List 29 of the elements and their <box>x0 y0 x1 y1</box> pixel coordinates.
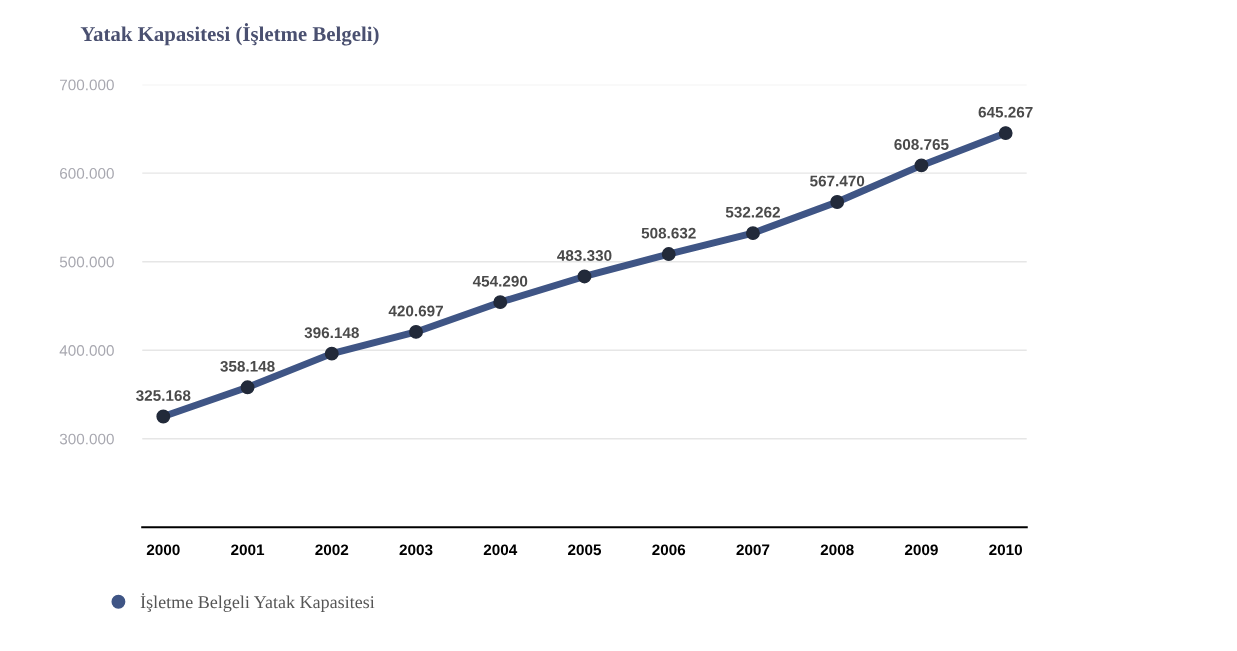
data-label: 358.148 <box>220 360 275 372</box>
y-tick-label: 400.000 <box>59 345 114 356</box>
x-tick-label: 2000 <box>146 544 180 556</box>
data-label: 396.148 <box>304 327 359 339</box>
chart-title: Yatak Kapasitesi (İşletme Belgeli) <box>80 23 379 46</box>
data-label: 483.330 <box>557 250 612 261</box>
x-tick-label: 2009 <box>904 544 938 556</box>
y-tick-label: 700.000 <box>60 79 114 91</box>
legend-label: İşletme Belgeli Yatak Kapasitesi <box>140 593 375 612</box>
data-label: 645.267 <box>978 106 1033 118</box>
x-tick-label: 2010 <box>989 544 1023 556</box>
data-label: 420.697 <box>388 305 443 317</box>
x-tick-label: 2006 <box>652 544 686 556</box>
data-label: 508.632 <box>641 227 696 239</box>
x-tick-label: 2001 <box>231 544 265 556</box>
data-label: 567.470 <box>810 175 865 187</box>
y-tick-label: 600.000 <box>60 168 114 179</box>
x-tick-label: 2007 <box>736 544 770 556</box>
data-label: 325.168 <box>136 390 191 401</box>
data-label: 454.290 <box>472 275 528 287</box>
data-label: 532.262 <box>725 206 780 218</box>
x-tick-label: 2005 <box>568 544 602 556</box>
data-label: 608.765 <box>894 139 949 150</box>
y-tick-label: 500.000 <box>59 256 114 268</box>
x-tick-label: 2002 <box>315 544 349 556</box>
x-tick-label: 2008 <box>820 544 854 556</box>
x-tick-label: 2004 <box>483 544 518 556</box>
y-tick-label: 300.000 <box>59 433 114 445</box>
x-tick-label: 2003 <box>399 544 433 556</box>
